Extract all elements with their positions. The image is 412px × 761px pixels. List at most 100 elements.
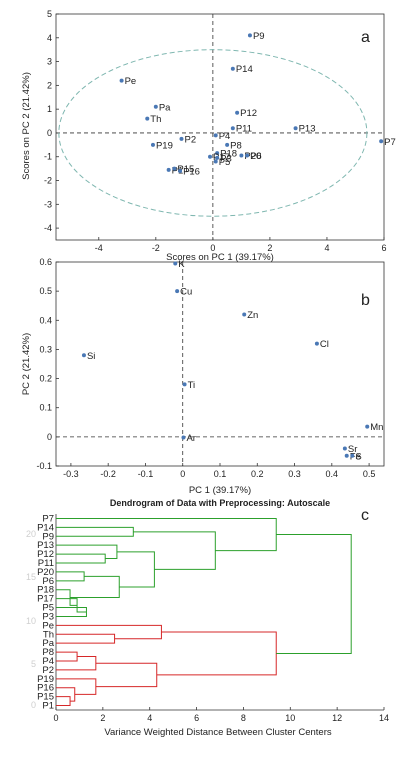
point-label: Cu xyxy=(180,287,192,298)
dendrogram-link xyxy=(56,526,134,537)
y-tick-label: 2 xyxy=(47,80,52,90)
point-label: P18 xyxy=(220,149,237,160)
data-point xyxy=(166,167,171,172)
leaf-label: P17 xyxy=(37,594,54,605)
point-label: P11 xyxy=(236,124,252,135)
data-point xyxy=(247,33,252,38)
faint-axis-label: 20 xyxy=(26,529,36,539)
leaf-label: P16 xyxy=(37,683,54,694)
point-label: Zn xyxy=(247,310,258,321)
leaf-label: P18 xyxy=(37,585,54,596)
point-label: Pe xyxy=(125,76,137,87)
panel-label-c: c xyxy=(361,507,369,524)
dendrogram-plot: Dendrogram of Data with Preprocessing: A… xyxy=(26,498,389,738)
data-point xyxy=(235,110,240,115)
leaf-label: P20 xyxy=(37,567,54,578)
data-point xyxy=(215,155,220,160)
leaf-label: P11 xyxy=(38,558,54,569)
data-point xyxy=(179,136,184,141)
dendrogram-link xyxy=(56,696,71,707)
dendrogram-link xyxy=(56,633,116,644)
x-tick-label: -4 xyxy=(95,243,103,253)
confidence-ellipse xyxy=(58,49,368,217)
dendrogram-link xyxy=(56,517,277,552)
point-label: P20 xyxy=(244,151,261,162)
leaf-label: P1 xyxy=(42,701,54,712)
leaf-label: Pa xyxy=(42,638,54,649)
point-label: P12 xyxy=(240,108,257,119)
plot-a-frame xyxy=(55,13,385,241)
point-label: P13 xyxy=(299,124,316,135)
x-tick-label: 8 xyxy=(241,713,246,723)
point-label: Cl xyxy=(320,339,329,350)
x-tick-label: 0 xyxy=(180,469,185,479)
point-label: P1 xyxy=(172,165,184,176)
y-tick-label: -4 xyxy=(44,223,52,233)
y-tick-label: 0.1 xyxy=(39,403,52,413)
data-point xyxy=(344,453,349,458)
y-tick-label: 3 xyxy=(47,57,52,67)
data-point xyxy=(242,312,247,317)
y-tick-label: 0.3 xyxy=(39,344,52,354)
leaf-label: P3 xyxy=(42,611,54,622)
data-point xyxy=(181,435,186,440)
plot-b-xlabel: PC 1 (39.17%) xyxy=(189,485,251,496)
point-label: Ti xyxy=(188,380,196,391)
data-point xyxy=(293,126,298,131)
data-point xyxy=(173,261,178,266)
x-tick-label: 6 xyxy=(381,243,386,253)
leaf-label: P5 xyxy=(42,603,54,614)
y-tick-label: 1 xyxy=(47,104,52,114)
x-tick-label: 10 xyxy=(285,713,295,723)
leaf-label: P6 xyxy=(42,576,54,587)
x-tick-label: 4 xyxy=(147,713,152,723)
point-label: P8 xyxy=(230,140,242,151)
point-label: S xyxy=(355,451,361,462)
point-label: P14 xyxy=(236,64,253,75)
dendrogram-link xyxy=(56,687,76,702)
dendrogram-link xyxy=(276,534,352,654)
y-tick-label: 0 xyxy=(47,128,52,138)
plot-b-frame xyxy=(55,261,385,467)
x-tick-label: 0.4 xyxy=(326,469,339,479)
y-tick-label: -3 xyxy=(44,199,52,209)
point-label: P17 xyxy=(213,152,230,163)
dendrogram-link xyxy=(156,631,277,676)
data-point xyxy=(342,446,347,451)
dendrogram-link xyxy=(56,624,162,640)
point-label: P7 xyxy=(384,137,396,148)
data-point xyxy=(145,116,150,121)
dendrogram-link xyxy=(56,544,118,560)
dendrogram-link xyxy=(56,553,106,564)
y-tick-label: 5 xyxy=(47,9,52,19)
point-label: P5 xyxy=(219,157,231,168)
x-tick-label: 0 xyxy=(210,243,215,253)
leaf-label: P8 xyxy=(42,647,54,658)
y-tick-label: 0 xyxy=(47,432,52,442)
dendrogram-title: Dendrogram of Data with Preprocessing: A… xyxy=(110,498,330,508)
dendrogram-link xyxy=(56,656,97,671)
dendrogram-link xyxy=(116,551,155,588)
plot-a-ylabel: Scores on PC 2 (21.42%) xyxy=(21,72,32,180)
point-label: P19 xyxy=(156,140,173,151)
leaf-label: Pe xyxy=(42,620,54,631)
leaf-label: P12 xyxy=(37,549,54,560)
pca-loadings-plot: -0.3 -0.2 -0.1 0 0.1 0.2 0.3 0.4 0.5 -0.1 0 0.1 0.2 0… xyxy=(21,257,385,496)
leaf-label: P7 xyxy=(42,513,54,524)
data-point xyxy=(350,453,355,458)
x-tick-label: 4 xyxy=(324,243,329,253)
x-tick-label: 2 xyxy=(100,713,105,723)
y-tick-label: -2 xyxy=(44,176,52,186)
point-label: P16 xyxy=(183,167,200,178)
leaf-label: Th xyxy=(43,629,54,640)
point-label: P15 xyxy=(177,164,194,175)
data-point xyxy=(172,166,177,171)
point-label: Th xyxy=(150,114,161,125)
leaf-label: P9 xyxy=(42,531,54,542)
leaf-label: P13 xyxy=(37,540,54,551)
data-point xyxy=(208,154,213,159)
data-point xyxy=(119,78,124,83)
y-tick-label: 0.2 xyxy=(39,374,52,384)
